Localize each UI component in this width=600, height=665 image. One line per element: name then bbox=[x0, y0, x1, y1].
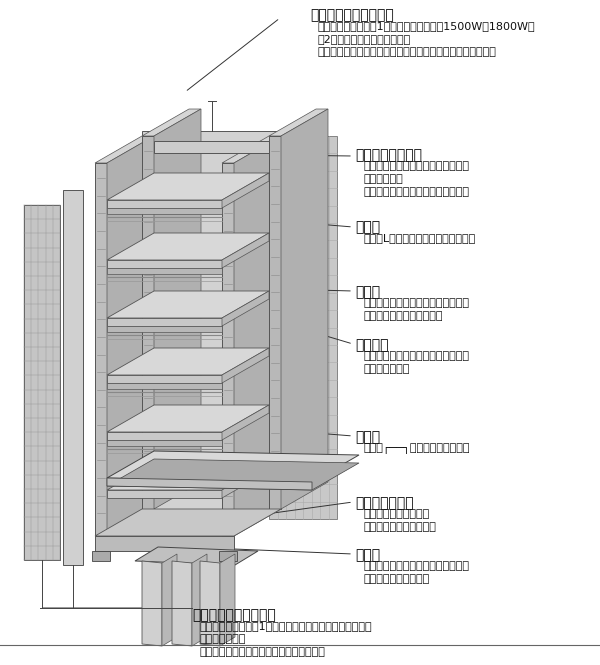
Text: オープン・金網タイプに取り付ける
補強材です。
（パネルタイプには、不要です。）: オープン・金網タイプに取り付ける 補強材です。 （パネルタイプには、不要です。） bbox=[363, 161, 469, 198]
Polygon shape bbox=[154, 141, 269, 153]
Text: 支　柱: 支 柱 bbox=[355, 220, 380, 234]
Polygon shape bbox=[92, 551, 110, 561]
Text: 断面は┌──┐状になっています。: 断面は┌──┐状になっています。 bbox=[363, 443, 470, 454]
Polygon shape bbox=[269, 109, 328, 136]
Text: 棚の前面に取り付け、物品が手前に
こぼれるのをふせぎます。: 棚の前面に取り付け、物品が手前に こぼれるのをふせぎます。 bbox=[363, 298, 469, 321]
Polygon shape bbox=[107, 268, 222, 274]
Text: 支柱下部に取り付け、
床面に傷をつけません。: 支柱下部に取り付け、 床面に傷をつけません。 bbox=[363, 509, 436, 532]
Polygon shape bbox=[222, 163, 234, 536]
Polygon shape bbox=[95, 136, 154, 163]
Text: 棚前板: 棚前板 bbox=[355, 285, 380, 299]
Polygon shape bbox=[107, 326, 222, 332]
Polygon shape bbox=[269, 136, 337, 519]
Polygon shape bbox=[107, 318, 222, 326]
Text: ・側面パネルは両端1列に取付穴があり、ボルト・ナット
　でとめます。
・側面金網はインシュロックでとめます。: ・側面パネルは両端1列に取付穴があり、ボルト・ナット でとめます。 ・側面金網は… bbox=[200, 621, 373, 658]
Polygon shape bbox=[107, 200, 222, 208]
Text: ・背面パネルは両端1列に取付穴があり、1500W・1800Wは
　2枚分割式となっています。
・背面金網はインシュロックで、アングル支柱にとめます。: ・背面パネルは両端1列に取付穴があり、1500W・1800Wは 2枚分割式となっ… bbox=[318, 21, 536, 57]
Text: コーナープレート: コーナープレート bbox=[355, 148, 422, 162]
Polygon shape bbox=[107, 136, 154, 536]
Polygon shape bbox=[107, 451, 359, 482]
Polygon shape bbox=[219, 551, 237, 561]
Polygon shape bbox=[192, 554, 207, 646]
Polygon shape bbox=[234, 136, 281, 536]
Polygon shape bbox=[107, 375, 222, 383]
Polygon shape bbox=[222, 348, 269, 383]
Polygon shape bbox=[107, 432, 222, 440]
Text: 棚ごとの収納物名や整理記号などの
見出し用です。: 棚ごとの収納物名や整理記号などの 見出し用です。 bbox=[363, 351, 469, 374]
Polygon shape bbox=[107, 208, 222, 214]
Polygon shape bbox=[107, 478, 312, 490]
Polygon shape bbox=[220, 554, 235, 646]
Polygon shape bbox=[107, 440, 222, 446]
Polygon shape bbox=[107, 383, 222, 389]
Polygon shape bbox=[95, 536, 234, 551]
Text: 名札差し: 名札差し bbox=[355, 338, 389, 352]
Polygon shape bbox=[200, 561, 220, 646]
Polygon shape bbox=[95, 509, 281, 536]
Polygon shape bbox=[142, 561, 162, 646]
Text: 仕切板: 仕切板 bbox=[355, 548, 380, 562]
Polygon shape bbox=[107, 348, 269, 375]
Text: 小物商品を分類区分するのに使い、
棚板に差し込みます。: 小物商品を分類区分するのに使い、 棚板に差し込みます。 bbox=[363, 561, 469, 584]
Polygon shape bbox=[142, 136, 154, 509]
Polygon shape bbox=[154, 109, 201, 509]
Polygon shape bbox=[269, 136, 281, 509]
Text: 鋼板をL字型に曲げたアングルです。: 鋼板をL字型に曲げたアングルです。 bbox=[363, 233, 475, 243]
Polygon shape bbox=[107, 463, 269, 490]
Polygon shape bbox=[107, 405, 269, 432]
Polygon shape bbox=[107, 173, 269, 200]
Text: 側面パネル・側面金網: 側面パネル・側面金網 bbox=[192, 608, 276, 622]
Polygon shape bbox=[222, 233, 269, 268]
Polygon shape bbox=[107, 260, 222, 268]
Polygon shape bbox=[222, 291, 269, 326]
Polygon shape bbox=[281, 109, 328, 509]
Polygon shape bbox=[222, 173, 269, 208]
Polygon shape bbox=[222, 405, 269, 440]
Text: 背面パネル・背面金網: 背面パネル・背面金網 bbox=[310, 8, 394, 22]
Polygon shape bbox=[107, 233, 269, 260]
Polygon shape bbox=[162, 554, 177, 646]
Polygon shape bbox=[222, 136, 281, 163]
Polygon shape bbox=[107, 459, 359, 490]
Polygon shape bbox=[142, 131, 281, 509]
Polygon shape bbox=[24, 205, 60, 560]
Text: 棚　板: 棚 板 bbox=[355, 430, 380, 444]
Polygon shape bbox=[172, 561, 192, 646]
Polygon shape bbox=[142, 109, 201, 136]
Polygon shape bbox=[107, 490, 222, 498]
Polygon shape bbox=[135, 547, 258, 565]
Text: ベースキャップ: ベースキャップ bbox=[355, 496, 413, 510]
Polygon shape bbox=[107, 291, 269, 318]
Polygon shape bbox=[63, 190, 83, 565]
Polygon shape bbox=[95, 163, 107, 536]
Polygon shape bbox=[222, 463, 269, 498]
